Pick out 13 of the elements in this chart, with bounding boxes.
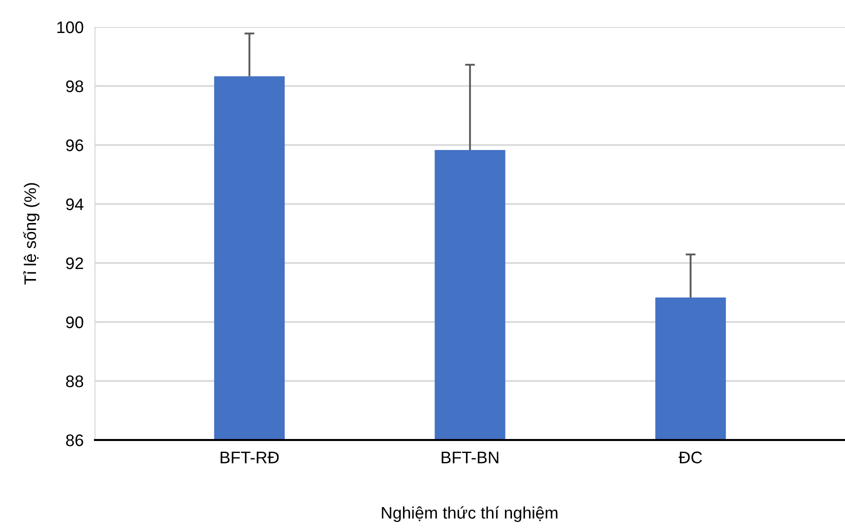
x-tick-label: BFT-RĐ [220,452,279,464]
y-tick-label: 98 [66,80,84,92]
y-axis-title: Tỉ lệ sống (%) [23,183,40,285]
y-tick-label: 92 [66,257,84,270]
y-tick-label: 94 [66,198,84,210]
y-tick-label: 96 [66,139,84,152]
y-tick-label: 90 [66,316,84,328]
x-tick-label: ĐC [678,452,702,464]
y-tick-label: 88 [66,375,84,388]
y-tick-label: 86 [66,434,84,446]
x-tick-label: BFT-BN [442,452,498,464]
x-axis-title: Nghiệm thức thí nghiệm [382,506,558,522]
y-tick-label: 100 [57,21,84,34]
